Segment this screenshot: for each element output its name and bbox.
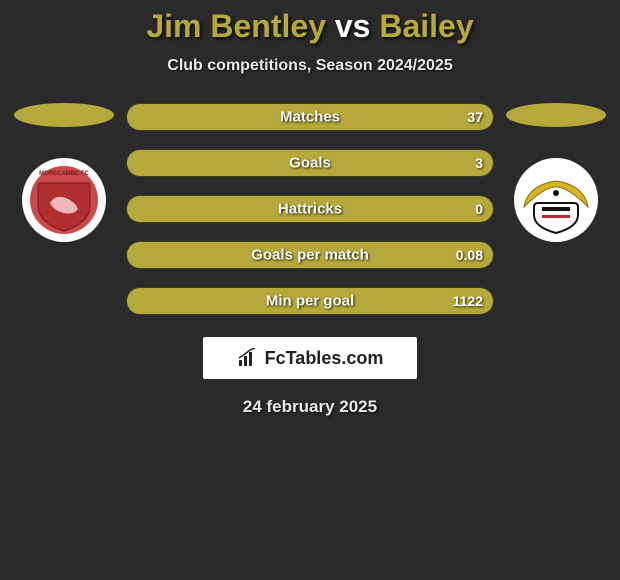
stat-row: Hattricks 0 bbox=[126, 195, 494, 223]
stat-label: Hattricks bbox=[278, 201, 342, 218]
stat-value-right: 37 bbox=[467, 109, 483, 125]
stat-label: Goals bbox=[289, 155, 331, 172]
stat-bars: Matches 37 Goals 3 Hattricks 0 Goals per match… bbox=[126, 103, 494, 315]
player2-disc bbox=[506, 103, 606, 127]
player2-column bbox=[504, 103, 608, 243]
player1-column: MORECAMBE FC bbox=[12, 103, 116, 243]
stat-value-right: 0 bbox=[475, 201, 483, 217]
stat-value-right: 3 bbox=[475, 155, 483, 171]
player1-name: Jim Bentley bbox=[146, 8, 326, 44]
date-text: 24 february 2025 bbox=[0, 397, 620, 417]
stat-value-right: 0.08 bbox=[456, 247, 483, 263]
stat-label: Min per goal bbox=[266, 293, 354, 310]
main-row: MORECAMBE FC Matches 37 Goals 3 Hattricks 0 Go… bbox=[0, 103, 620, 315]
vs-text: vs bbox=[335, 8, 371, 44]
comparison-card: Jim Bentley vs Bailey Club competitions,… bbox=[0, 0, 620, 417]
doncaster-bird-icon bbox=[508, 157, 604, 243]
stat-row: Goals per match 0.08 bbox=[126, 241, 494, 269]
page-title: Jim Bentley vs Bailey bbox=[0, 8, 620, 45]
stat-label: Matches bbox=[280, 109, 340, 126]
stat-row: Matches 37 bbox=[126, 103, 494, 131]
morecambe-shield-icon: MORECAMBE FC bbox=[16, 157, 112, 243]
player2-name: Bailey bbox=[379, 8, 473, 44]
logo-text: FcTables.com bbox=[265, 348, 384, 369]
stat-row: Min per goal 1122 bbox=[126, 287, 494, 315]
player1-disc bbox=[14, 103, 114, 127]
chart-icon bbox=[237, 348, 259, 368]
subtitle: Club competitions, Season 2024/2025 bbox=[0, 57, 620, 75]
stat-label: Goals per match bbox=[251, 247, 369, 264]
stat-row: Goals 3 bbox=[126, 149, 494, 177]
svg-text:MORECAMBE FC: MORECAMBE FC bbox=[39, 171, 89, 177]
fctables-logo: FcTables.com bbox=[203, 337, 417, 379]
stat-value-right: 1122 bbox=[453, 293, 483, 309]
player2-club-badge bbox=[506, 157, 606, 243]
player1-club-badge: MORECAMBE FC bbox=[14, 157, 114, 243]
